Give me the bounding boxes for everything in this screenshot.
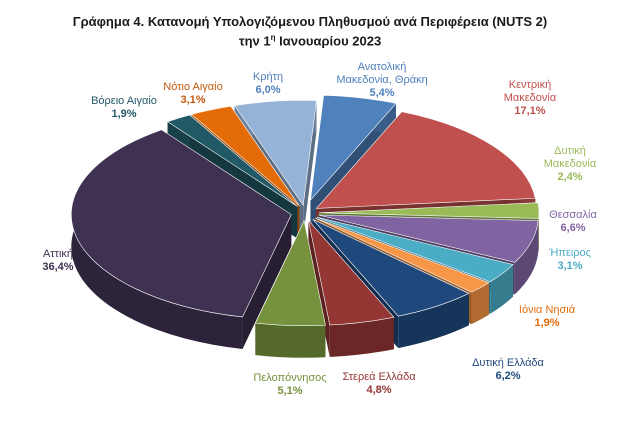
slice-label-1: Κεντρική Μακεδονία 17,1% bbox=[504, 79, 557, 117]
slice-3-wall bbox=[514, 220, 539, 295]
slice-label-name: Πελοπόννησος bbox=[253, 372, 326, 384]
data-labels: Ανατολική Μακεδονία, Θράκη 5,4%Κεντρική Μακ… bbox=[42, 61, 597, 397]
slice-2-top bbox=[318, 202, 540, 219]
slice-label-name: Βόρειο Αιγαίο bbox=[91, 95, 157, 107]
slice-11-top bbox=[190, 105, 300, 207]
slice-label-2: Δυτική Μακεδονία 2,4% bbox=[544, 145, 597, 183]
slice-label-value: 1,9% bbox=[111, 108, 136, 120]
slice-label-name: Μακεδονία bbox=[504, 92, 557, 104]
slice-9-side-a bbox=[242, 214, 292, 349]
slice-label-value: 17,1% bbox=[514, 105, 545, 117]
slice-label-value: 36,4% bbox=[42, 261, 73, 273]
slice-label-value: 4,8% bbox=[366, 384, 391, 396]
slice-label-name: Ιόνια Νησιά bbox=[519, 304, 576, 316]
slice-10-top bbox=[166, 114, 298, 207]
slice-label-12: Κρήτη 6,0% bbox=[253, 71, 283, 96]
slice-6-top bbox=[312, 219, 470, 317]
slice-label-name: Μακεδονία bbox=[544, 158, 597, 170]
slice-8-wall bbox=[255, 323, 326, 358]
chart-title-line2: την 1η Ιανουαρίου 2023 bbox=[0, 33, 620, 48]
slice-0-top bbox=[310, 95, 397, 202]
slice-label-value: 1,9% bbox=[534, 317, 559, 329]
slice-5-wall bbox=[471, 282, 489, 325]
slice-label-4: Ήπειρος 3,1% bbox=[548, 247, 591, 272]
slice-1-top bbox=[315, 111, 536, 209]
slice-label-value: 6,0% bbox=[255, 84, 280, 96]
slice-label-name: Θεσσαλία bbox=[549, 209, 597, 221]
slice-label-name: Κρήτη bbox=[253, 71, 283, 83]
slice-label-name: Δυτική Ελλάδα bbox=[472, 357, 544, 369]
chart-title-line1: Γράφημα 4. Κατανομή Υπολογιζόμενου Πληθυ… bbox=[72, 14, 548, 29]
slice-label-name: Ήπειρος bbox=[548, 247, 591, 259]
slice-label-value: 6,6% bbox=[560, 222, 585, 234]
slice-label-6: Δυτική Ελλάδα 6,2% bbox=[472, 357, 544, 382]
slice-6-wall bbox=[398, 293, 469, 349]
slice-label-name: Ανατολική bbox=[358, 61, 407, 73]
slice-label-value: 5,1% bbox=[277, 385, 302, 397]
slice-label-3: Θεσσαλία 6,6% bbox=[549, 209, 597, 234]
slice-5-top bbox=[315, 217, 490, 293]
slice-7-wall bbox=[329, 317, 394, 357]
slice-4-wall bbox=[490, 264, 514, 314]
chart-title-line2-pre: την 1 bbox=[238, 33, 271, 49]
slice-label-8: Πελοπόννησος 5,1% bbox=[253, 372, 326, 397]
slice-label-name: Αττική bbox=[43, 248, 73, 260]
slice-label-value: 2,4% bbox=[557, 171, 582, 183]
slice-label-name: Νότιο Αιγαίο bbox=[163, 81, 222, 93]
slice-label-name: Κεντρική bbox=[509, 79, 551, 91]
slice-label-0: Ανατολική Μακεδονία, Θράκη 5,4% bbox=[336, 61, 427, 99]
slice-label-11: Νότιο Αιγαίο 3,1% bbox=[163, 81, 222, 106]
slice-label-value: 6,2% bbox=[495, 370, 520, 382]
chart-title-line2-post: Ιανουαρίου 2023 bbox=[275, 33, 382, 49]
slice-12-side-b bbox=[303, 100, 317, 238]
slice-label-value: 5,4% bbox=[369, 87, 394, 99]
slice-7-top bbox=[307, 219, 395, 326]
slice-label-5: Ιόνια Νησιά 1,9% bbox=[519, 304, 576, 329]
pie-top-layer bbox=[70, 95, 540, 326]
slice-3-top bbox=[318, 214, 539, 263]
slice-label-value: 3,1% bbox=[557, 260, 582, 272]
slice-label-name: Στερεά Ελλάδα bbox=[342, 371, 416, 383]
chart-title-line2-sup: η bbox=[270, 33, 276, 42]
slice-9-wall bbox=[71, 129, 243, 349]
slice-4-top bbox=[316, 216, 514, 283]
slice-label-name: Δυτική bbox=[554, 145, 586, 157]
slice-label-9: Αττική 36,4% bbox=[42, 248, 73, 273]
slice-12-top bbox=[234, 100, 317, 207]
slice-label-value: 3,1% bbox=[180, 94, 205, 106]
slice-8-top bbox=[254, 219, 326, 326]
slice-label-name: Μακεδονία, Θράκη bbox=[336, 74, 427, 86]
slice-9-top bbox=[70, 129, 292, 318]
slice-label-10: Βόρειο Αιγαίο 1,9% bbox=[91, 95, 157, 120]
slice-label-7: Στερεά Ελλάδα 4,8% bbox=[342, 371, 416, 396]
